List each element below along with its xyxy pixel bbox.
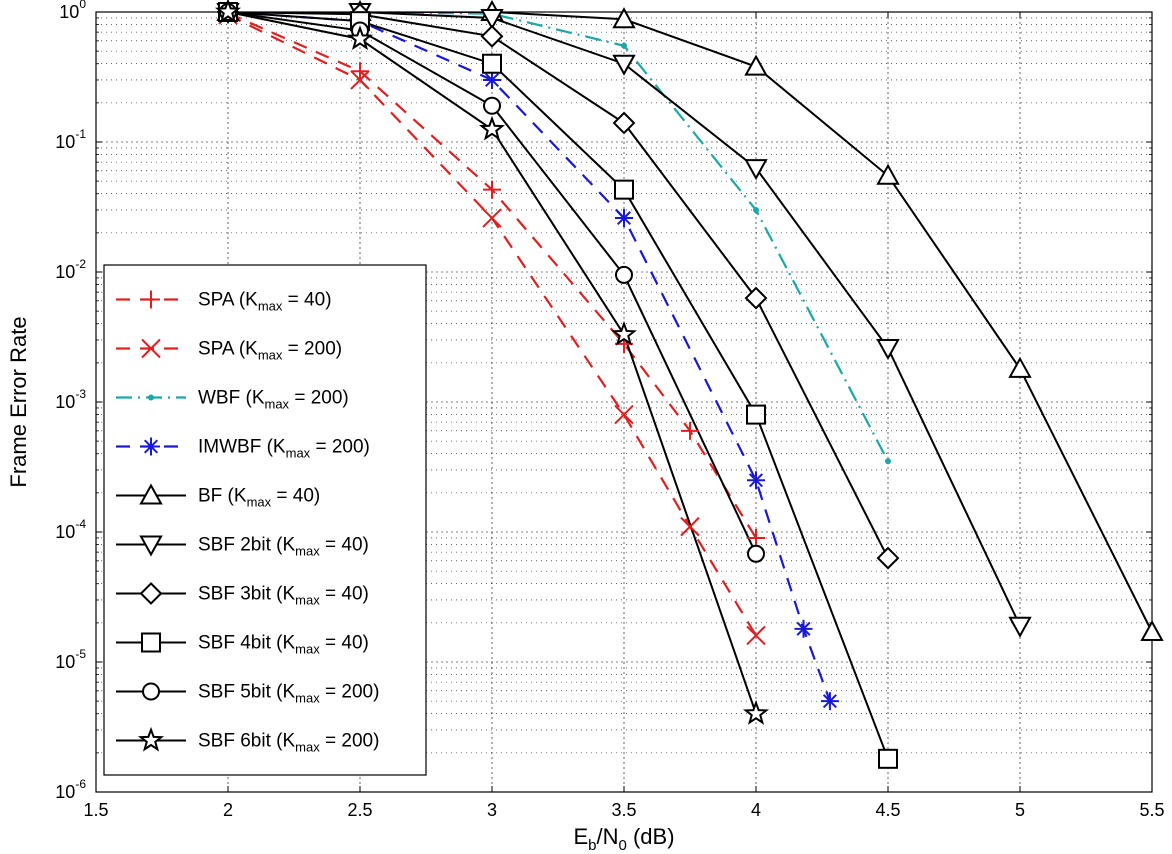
legend-label-sbf6: SBF 6bit (Kmax = 200) xyxy=(198,731,379,755)
legend-label-sbf2: SBF 2bit (Kmax = 40) xyxy=(198,535,369,559)
legend-label-sbf4: SBF 4bit (Kmax = 40) xyxy=(198,633,369,657)
x-tick-label: 3 xyxy=(487,800,497,820)
x-tick-label: 2 xyxy=(223,800,233,820)
y-axis-label: Frame Error Rate xyxy=(6,316,31,487)
x-tick-label: 4 xyxy=(751,800,761,820)
legend-label-imwbf: IMWBF (Kmax = 200) xyxy=(198,437,370,461)
x-tick-label: 5.5 xyxy=(1139,800,1164,820)
x-tick-label: 3.5 xyxy=(611,800,636,820)
legend: SPA (Kmax = 40)SPA (Kmax = 200)WBF (Kmax… xyxy=(104,265,426,775)
x-tick-label: 1.5 xyxy=(83,800,108,820)
legend-label-sbf3: SBF 3bit (Kmax = 40) xyxy=(198,584,369,608)
legend-label-sbf5: SBF 5bit (Kmax = 200) xyxy=(198,682,379,706)
x-tick-label: 2.5 xyxy=(347,800,372,820)
frame-error-rate-chart: 1.522.533.544.555.510-610-510-410-310-21… xyxy=(0,0,1172,854)
x-tick-label: 5 xyxy=(1015,800,1025,820)
x-tick-label: 4.5 xyxy=(875,800,900,820)
chart-svg: 1.522.533.544.555.510-610-510-410-310-21… xyxy=(0,0,1172,854)
